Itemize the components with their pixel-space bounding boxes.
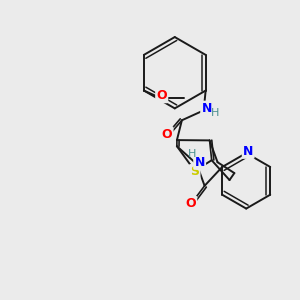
Text: O: O: [162, 128, 172, 141]
Text: N: N: [243, 145, 254, 158]
Text: S: S: [190, 165, 199, 178]
Text: N: N: [194, 155, 205, 169]
Text: N: N: [202, 102, 212, 115]
Text: O: O: [156, 89, 167, 102]
Text: H: H: [188, 149, 196, 159]
Text: H: H: [210, 108, 219, 118]
Text: O: O: [185, 197, 196, 210]
